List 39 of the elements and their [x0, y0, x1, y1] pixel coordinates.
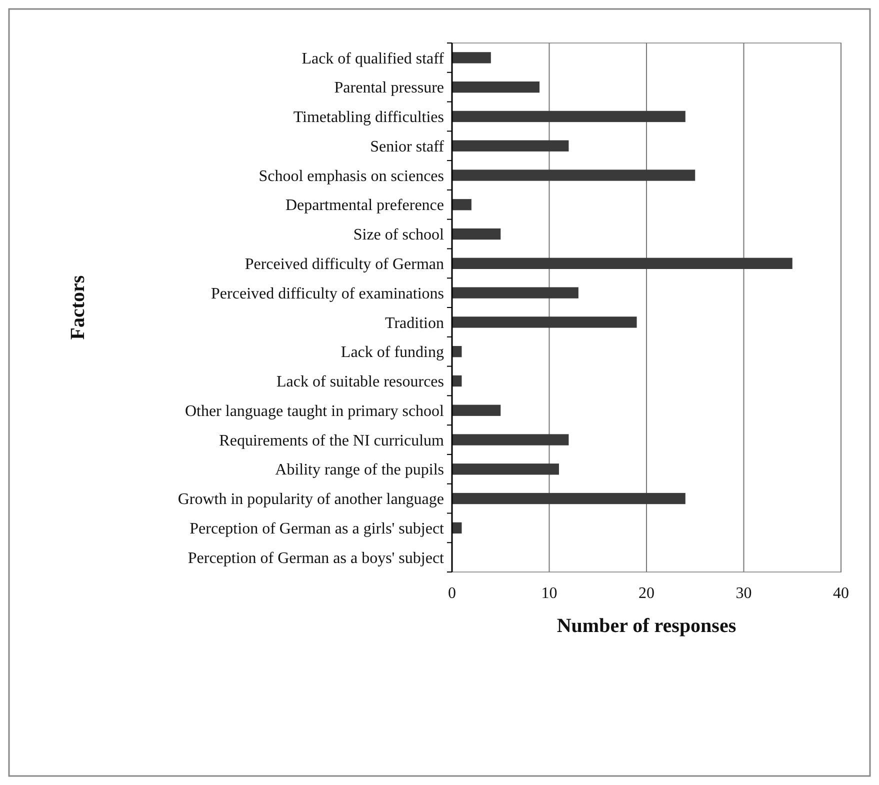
- y-axis-title: Factors: [67, 275, 89, 340]
- y-tick-label: Lack of funding: [340, 344, 444, 362]
- bar: [452, 258, 792, 269]
- y-tick-label: Size of school: [353, 226, 445, 244]
- x-tick-label: 40: [833, 585, 849, 602]
- y-tick-label: Lack of qualified staff: [302, 50, 445, 68]
- y-tick-label: Tradition: [385, 314, 444, 332]
- y-tick-label: Perception of German as a boys' subject: [188, 550, 445, 567]
- y-tick-label: Timetabling difficulties: [293, 109, 444, 126]
- y-tick-label: Lack of suitable resources: [276, 374, 444, 391]
- bar: [452, 492, 686, 504]
- x-axis-title: Number of responses: [556, 615, 736, 637]
- y-tick-label: Perceived difficulty of German: [244, 256, 444, 274]
- bar: [452, 404, 501, 416]
- x-tick-label: 0: [448, 585, 456, 602]
- bar: [452, 316, 637, 328]
- y-tick-label: Requirements of the NI curriculum: [219, 432, 445, 450]
- bar: [452, 434, 569, 446]
- y-tick-label: School emphasis on sciences: [258, 168, 444, 185]
- y-tick-label: Senior staff: [370, 138, 445, 156]
- y-tick-label: Parental pressure: [334, 80, 444, 97]
- bar: [452, 82, 540, 93]
- y-tick-label: Growth in popularity of another language: [178, 491, 444, 508]
- bar: [452, 140, 569, 152]
- y-tick-label: Perceived difficulty of examinations: [211, 285, 444, 302]
- y-tick-label: Perception of German as a girls' subject: [190, 520, 445, 538]
- x-tick-label: 10: [541, 585, 558, 602]
- bar: [452, 199, 472, 210]
- y-tick-label: Other language taught in primary school: [184, 402, 445, 420]
- x-tick-label: 30: [736, 585, 752, 602]
- y-tick-label: Departmental preference: [285, 197, 444, 214]
- bar: [452, 287, 578, 298]
- bar: [452, 228, 501, 240]
- bar: [452, 110, 686, 122]
- bar: [452, 464, 559, 475]
- x-tick-label: 20: [638, 585, 654, 602]
- bar: [452, 170, 696, 181]
- bar: [452, 52, 491, 64]
- y-tick-label: Ability range of the pupils: [275, 462, 444, 479]
